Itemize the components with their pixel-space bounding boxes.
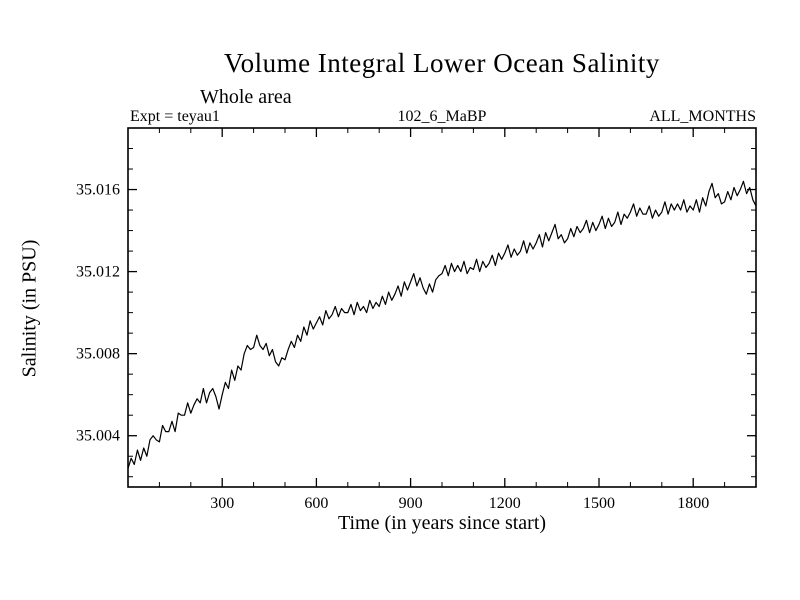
x-tick-label: 600	[304, 495, 328, 512]
x-tick-label: 1800	[677, 495, 709, 512]
y-tick-label: 35.004	[76, 428, 120, 445]
y-tick-label: 35.008	[76, 346, 120, 363]
salinity-timeseries-line	[127, 180, 757, 470]
x-tick-label: 300	[210, 495, 234, 512]
y-tick-label: 35.012	[76, 264, 120, 281]
x-tick-label: 1500	[583, 495, 615, 512]
y-tick-label: 35.016	[76, 182, 120, 199]
axes-frame	[127, 127, 757, 488]
annotation-experiment: Expt = teyau1	[130, 108, 220, 125]
annotation-period: 102_6_MaBP	[397, 108, 487, 125]
x-tick-label: 900	[399, 495, 423, 512]
chart-title: Volume Integral Lower Ocean Salinity	[224, 48, 660, 78]
x-axis-label: Time (in years since start)	[337, 512, 547, 534]
x-tick-label: 1200	[489, 495, 521, 512]
annotation-months: ALL_MONTHS	[649, 108, 756, 125]
chart-subtitle: Whole area	[200, 86, 292, 108]
